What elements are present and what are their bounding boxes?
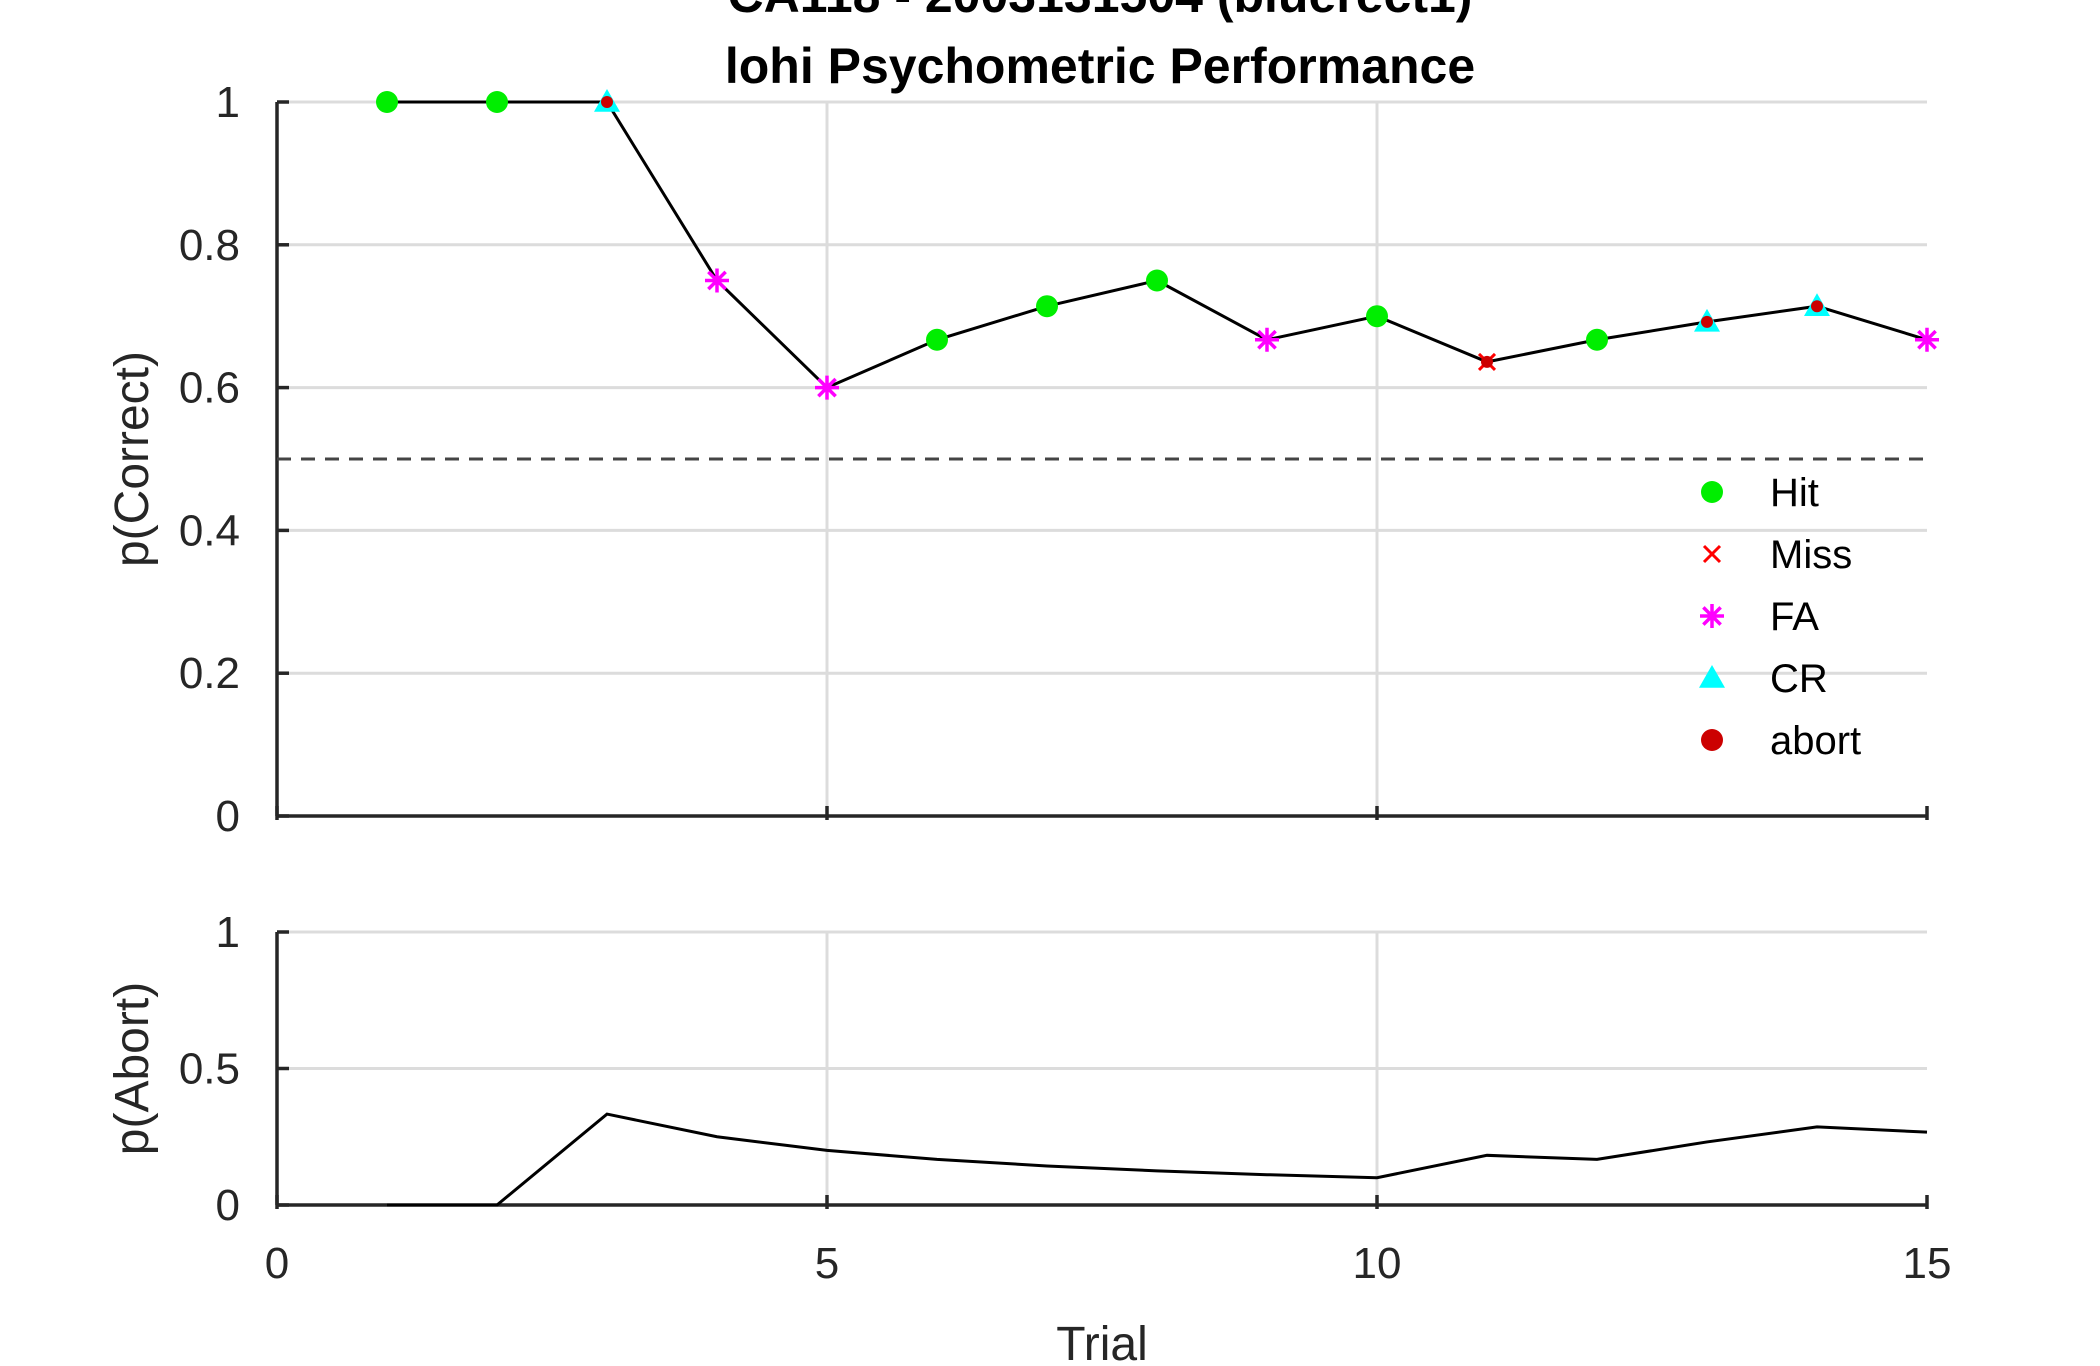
top-y-axis-label: p(Correct) [106, 351, 159, 567]
point-hit-marker [1036, 295, 1058, 318]
legend-abort-marker [1701, 729, 1723, 751]
bottom-y-axis-label: p(Abort) [106, 982, 159, 1155]
point-fa-marker [705, 268, 729, 293]
point-hit-marker [486, 91, 508, 113]
point-hit-marker [1366, 305, 1388, 328]
point-abort-marker [601, 96, 613, 108]
bottom-x-tick-label: 15 [1903, 1239, 1952, 1288]
legend-abort-label: abort [1770, 719, 1861, 763]
bottom-y-tick-label: 1 [216, 908, 240, 957]
point-hit-marker [1586, 328, 1608, 351]
p-abort-line [387, 1112, 1928, 1207]
point-hit-marker [1146, 269, 1168, 292]
top-y-tick-label: 0 [216, 792, 240, 841]
bottom-x-tick-label: 10 [1353, 1239, 1402, 1288]
point-hit-marker [926, 328, 948, 351]
bottom-x-tick-label: 0 [265, 1239, 289, 1288]
legend-fa-label: FA [1770, 595, 1819, 639]
top-y-tick-label: 1 [216, 78, 240, 127]
point-hit-marker [376, 91, 398, 113]
legend-cr-label: CR [1770, 657, 1828, 701]
point-fa-marker [815, 375, 839, 400]
bottom-y-tick-label: 0 [216, 1181, 240, 1230]
x-axis-label: Trial [1056, 1318, 1148, 1366]
top-y-tick-label: 0.6 [179, 364, 240, 413]
bottom-x-tick-label: 5 [815, 1239, 839, 1288]
bottom-plot: 0 5 10 15 0 0.5 1 p(Abort) Trial [106, 908, 1951, 1366]
point-abort-marker [1811, 300, 1823, 313]
legend-cr-marker [1699, 665, 1725, 688]
top-plot: 0 0.2 0.4 0.6 0.8 1 p(Correct) [106, 78, 1939, 841]
bottom-y-tick-label: 0.5 [179, 1045, 240, 1094]
legend-hit-marker [1701, 481, 1723, 503]
legend-miss-label: Miss [1770, 533, 1852, 577]
top-y-tick-label: 0.2 [179, 649, 240, 698]
point-fa-marker [1915, 327, 1939, 352]
legend-miss-marker [1702, 544, 1722, 564]
top-y-tick-label: 0.4 [179, 506, 240, 555]
top-y-tick-label: 0.8 [179, 221, 240, 270]
chart-subtitle: lohi Psychometric Performance [725, 38, 1475, 94]
point-fa-marker [1255, 327, 1279, 352]
legend-hit-label: Hit [1770, 471, 1819, 515]
point-abort-marker [1481, 355, 1493, 368]
point-abort-marker [1701, 315, 1713, 328]
legend: Hit Miss FA CR abort [1699, 471, 1861, 763]
legend-fa-marker [1700, 604, 1724, 628]
chart-title: CA118 - 2003131504 (bluerect1) [728, 0, 1473, 23]
